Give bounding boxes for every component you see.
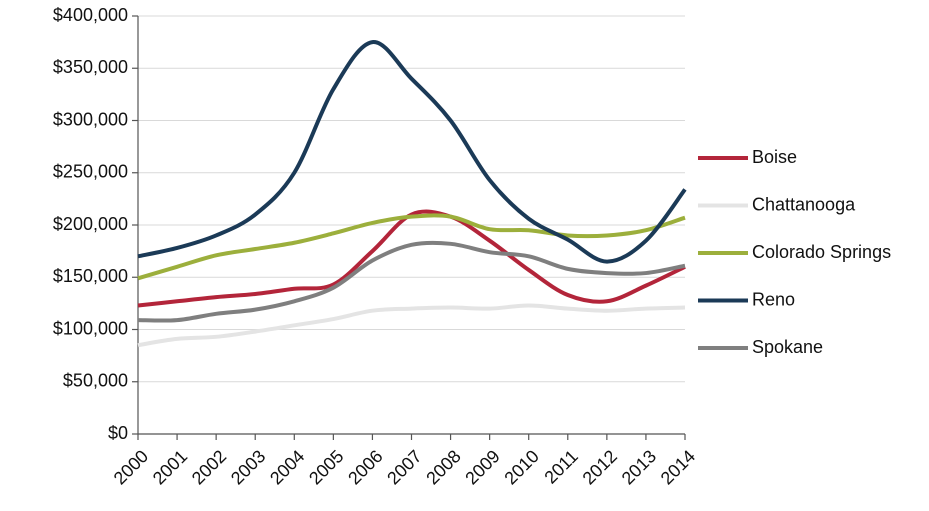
y-tick-label: $350,000	[53, 57, 128, 77]
series-line	[137, 240, 686, 323]
series-line	[137, 209, 686, 308]
x-tick-label: 2001	[149, 446, 191, 488]
x-tick-label: 2013	[618, 446, 660, 488]
series-line	[137, 40, 687, 264]
y-tick-label: $150,000	[53, 266, 128, 286]
y-tick-label: $100,000	[53, 318, 128, 338]
legend-label: Colorado Springs	[752, 242, 891, 262]
y-tick-label: $0	[108, 423, 128, 443]
legend-label: Spokane	[752, 337, 823, 357]
x-tick-label: 2012	[579, 446, 621, 488]
x-tick-label: 2004	[266, 446, 308, 488]
y-tick-label: $250,000	[53, 162, 128, 182]
x-tick-label: 2011	[540, 446, 582, 488]
x-tick-label: 2009	[461, 446, 503, 488]
x-tick-label: 2002	[188, 446, 230, 488]
x-tick-label: 2007	[383, 446, 425, 488]
x-tick-label: 2003	[227, 446, 269, 488]
y-tick-label: $400,000	[53, 5, 128, 25]
x-tick-label: 2014	[657, 446, 699, 488]
legend-label: Chattanooga	[752, 194, 856, 214]
x-tick-label: 2010	[500, 446, 542, 488]
legend-label: Reno	[752, 289, 795, 309]
x-tick-label: 2006	[344, 446, 386, 488]
y-tick-label: $200,000	[53, 214, 128, 234]
series-line	[137, 303, 686, 348]
series-line	[137, 213, 686, 281]
x-tick-label: 2008	[422, 446, 464, 488]
x-tick-label: 2005	[305, 446, 347, 488]
y-tick-label: $50,000	[63, 371, 128, 391]
x-tick-label: 2000	[110, 446, 152, 488]
y-tick-label: $300,000	[53, 109, 128, 129]
legend-label: Boise	[752, 147, 797, 167]
